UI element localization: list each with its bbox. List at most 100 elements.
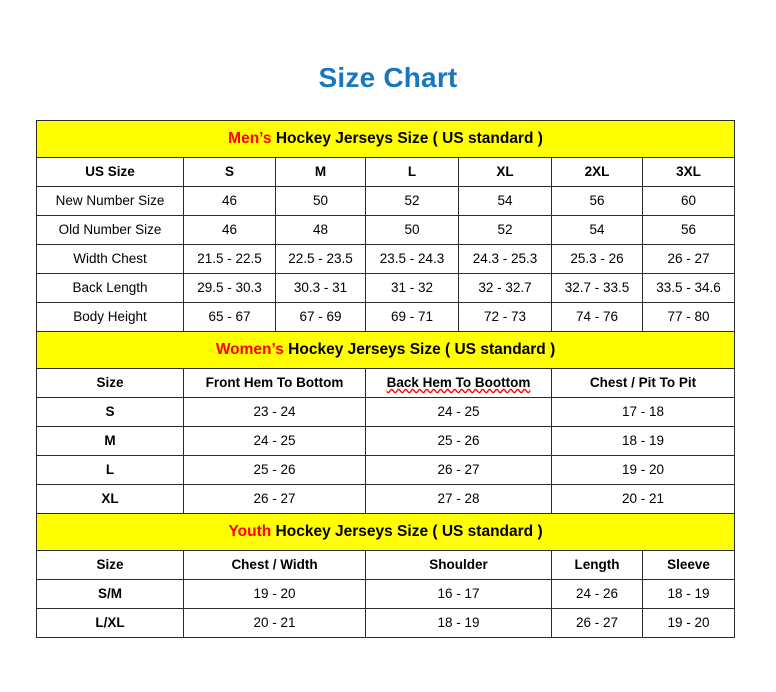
- cell-mens-2-2: 23.5 - 24.3: [365, 244, 459, 274]
- cell-mens-2-0: 21.5 - 22.5: [183, 244, 276, 274]
- cell-mens-3-4: 32.7 - 33.5: [551, 273, 643, 303]
- section-header-womens: Women’s Hockey Jerseys Size ( US standar…: [35, 331, 736, 369]
- table-row: L/XL 20 - 21 18 - 19 26 - 27 19 - 20: [36, 608, 736, 638]
- column-header-mens-1: S: [183, 157, 276, 187]
- column-header-mens-6: 3XL: [641, 157, 736, 187]
- column-header-womens-2: Back Hem To Boottom: [365, 368, 552, 398]
- section-header-mens-rest: Hockey Jerseys Size ( US standard ): [271, 130, 543, 147]
- cell-womens-3-0: 26 - 27: [183, 484, 366, 514]
- row-label-womens-1: M: [36, 426, 184, 456]
- row-label-mens-4: Body Height: [36, 302, 184, 332]
- cell-womens-2-0: 25 - 26: [183, 455, 366, 485]
- table-row: S 23 - 24 24 - 25 17 - 18: [36, 397, 736, 427]
- cell-mens-3-3: 32 - 32.7: [458, 273, 552, 303]
- column-header-youth-1: Chest / Width: [183, 550, 366, 580]
- size-chart-table: Men’s Hockey Jerseys Size ( US standard …: [35, 120, 736, 638]
- cell-mens-2-4: 25.3 - 26: [551, 244, 643, 274]
- column-header-youth-2: Shoulder: [365, 550, 552, 580]
- cell-youth-1-0: 20 - 21: [183, 608, 366, 638]
- column-header-youth-3: Length: [551, 550, 643, 580]
- cell-mens-4-4: 74 - 76: [551, 302, 643, 332]
- cell-mens-0-2: 52: [365, 186, 459, 216]
- section-header-youth-accent: Youth: [228, 523, 272, 540]
- cell-mens-4-2: 69 - 71: [365, 302, 459, 332]
- table-row: New Number Size 46 50 52 54 56 60: [36, 186, 736, 216]
- column-header-womens-3: Chest / Pit To Pit: [550, 368, 736, 398]
- cell-youth-1-2: 26 - 27: [551, 608, 643, 638]
- cell-mens-0-5: 60: [641, 186, 736, 216]
- cell-mens-1-3: 52: [458, 215, 552, 245]
- cell-mens-3-1: 30.3 - 31: [275, 273, 366, 303]
- column-header-womens-1: Front Hem To Bottom: [183, 368, 366, 398]
- section-header-mens-accent: Men’s: [228, 130, 272, 147]
- cell-womens-0-1: 24 - 25: [365, 397, 552, 427]
- row-label-mens-2: Width Chest: [36, 244, 184, 274]
- cell-womens-3-2: 20 - 21: [550, 484, 736, 514]
- cell-womens-1-1: 25 - 26: [365, 426, 552, 456]
- cell-youth-0-2: 24 - 26: [551, 579, 643, 609]
- cell-mens-3-2: 31 - 32: [365, 273, 459, 303]
- table-row: Body Height 65 - 67 67 - 69 69 - 71 72 -…: [36, 302, 736, 332]
- cell-womens-0-0: 23 - 24: [183, 397, 366, 427]
- row-label-mens-0: New Number Size: [36, 186, 184, 216]
- cell-mens-4-1: 67 - 69: [275, 302, 366, 332]
- column-header-row-mens: US Size S M L XL 2XL 3XL: [36, 157, 736, 187]
- table-row: S/M 19 - 20 16 - 17 24 - 26 18 - 19: [36, 579, 736, 609]
- cell-youth-0-0: 19 - 20: [183, 579, 366, 609]
- cell-womens-1-2: 18 - 19: [550, 426, 736, 456]
- cell-youth-1-3: 19 - 20: [641, 608, 736, 638]
- cell-mens-0-3: 54: [458, 186, 552, 216]
- table-row: M 24 - 25 25 - 26 18 - 19: [36, 426, 736, 456]
- table-row: Back Length 29.5 - 30.3 30.3 - 31 31 - 3…: [36, 273, 736, 303]
- column-header-mens-2: M: [275, 157, 366, 187]
- table-row: Old Number Size 46 48 50 52 54 56: [36, 215, 736, 245]
- row-label-womens-2: L: [36, 455, 184, 485]
- cell-mens-0-4: 56: [551, 186, 643, 216]
- column-header-mens-0: US Size: [36, 157, 184, 187]
- cell-mens-1-5: 56: [641, 215, 736, 245]
- table-row: L 25 - 26 26 - 27 19 - 20: [36, 455, 736, 485]
- cell-mens-1-2: 50: [365, 215, 459, 245]
- row-label-mens-3: Back Length: [36, 273, 184, 303]
- page-title: Size Chart: [318, 62, 458, 93]
- cell-mens-4-0: 65 - 67: [183, 302, 276, 332]
- section-header-youth-rest: Hockey Jerseys Size ( US standard ): [271, 523, 543, 540]
- cell-mens-1-0: 46: [183, 215, 276, 245]
- cell-womens-3-1: 27 - 28: [365, 484, 552, 514]
- row-label-mens-1: Old Number Size: [36, 215, 184, 245]
- table-row: Width Chest 21.5 - 22.5 22.5 - 23.5 23.5…: [36, 244, 736, 274]
- cell-womens-0-2: 17 - 18: [550, 397, 736, 427]
- section-header-mens-cell: Men’s Hockey Jerseys Size ( US standard …: [35, 120, 736, 158]
- column-header-youth-0: Size: [36, 550, 184, 580]
- row-label-womens-0: S: [36, 397, 184, 427]
- column-header-mens-5: 2XL: [551, 157, 643, 187]
- column-header-womens-0: Size: [36, 368, 184, 398]
- cell-mens-4-5: 77 - 80: [641, 302, 736, 332]
- cell-mens-1-1: 48: [275, 215, 366, 245]
- section-header-mens: Men’s Hockey Jerseys Size ( US standard …: [35, 120, 736, 158]
- cell-mens-0-1: 50: [275, 186, 366, 216]
- section-header-womens-cell: Women’s Hockey Jerseys Size ( US standar…: [35, 331, 736, 369]
- cell-mens-2-5: 26 - 27: [641, 244, 736, 274]
- column-header-mens-4: XL: [458, 157, 552, 187]
- cell-womens-2-1: 26 - 27: [365, 455, 552, 485]
- cell-mens-0-0: 46: [183, 186, 276, 216]
- column-header-womens-2-text: Back Hem To Boottom: [386, 375, 531, 390]
- cell-mens-2-1: 22.5 - 23.5: [275, 244, 366, 274]
- row-label-youth-0: S/M: [36, 579, 184, 609]
- cell-mens-1-4: 54: [551, 215, 643, 245]
- cell-womens-1-0: 24 - 25: [183, 426, 366, 456]
- cell-mens-3-0: 29.5 - 30.3: [183, 273, 276, 303]
- cell-womens-2-2: 19 - 20: [550, 455, 736, 485]
- row-label-youth-1: L/XL: [36, 608, 184, 638]
- row-label-womens-3: XL: [36, 484, 184, 514]
- cell-youth-0-3: 18 - 19: [641, 579, 736, 609]
- cell-mens-4-3: 72 - 73: [458, 302, 552, 332]
- cell-youth-1-1: 18 - 19: [365, 608, 552, 638]
- column-header-row-womens: Size Front Hem To Bottom Back Hem To Boo…: [36, 368, 736, 398]
- cell-mens-3-5: 33.5 - 34.6: [641, 273, 736, 303]
- section-header-youth-cell: Youth Hockey Jerseys Size ( US standard …: [35, 513, 736, 551]
- section-header-womens-accent: Women’s: [215, 341, 284, 358]
- section-header-womens-rest: Hockey Jerseys Size ( US standard ): [283, 341, 556, 358]
